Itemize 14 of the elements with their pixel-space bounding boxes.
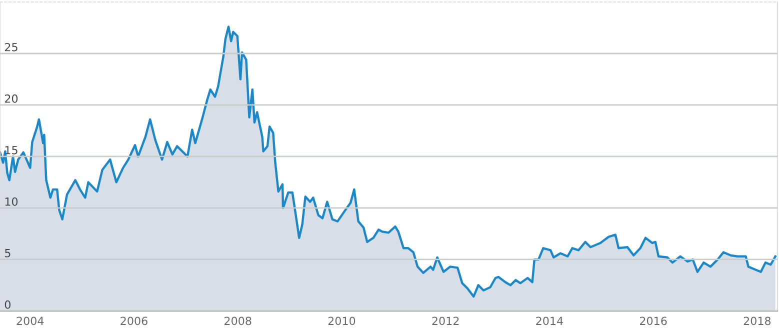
y-tick-label: 20 [4, 94, 18, 103]
x-tick-label: 2006 [120, 316, 148, 326]
y-tick-label: 10 [5, 197, 18, 206]
x-tick-label: 2012 [432, 316, 459, 326]
y-tick-label: 25 [4, 42, 18, 52]
x-tick-label: 2014 [536, 316, 563, 326]
x-tick-label: 2016 [640, 316, 667, 326]
x-tick-label: 2018 [744, 316, 771, 326]
x-tick-label: 2004 [16, 316, 44, 326]
y-tick-label: 15 [5, 146, 18, 154]
x-tick-label: 2010 [328, 316, 356, 326]
x-tick-label: 2008 [224, 316, 252, 326]
y-tick-label: 0 [4, 300, 10, 309]
y-tick-label: 5 [5, 249, 10, 258]
